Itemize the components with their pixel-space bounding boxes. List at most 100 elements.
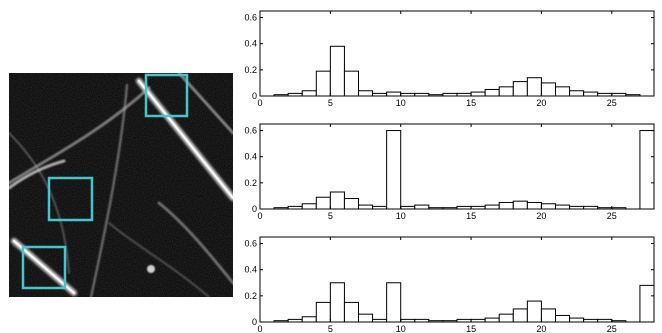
histogram-bar bbox=[512, 308, 528, 323]
histogram-panel-2: 0 5 10 15 20 25 0 0.2 0.4 0.6 bbox=[244, 123, 655, 221]
histogram-panel-1: 0 5 10 15 20 25 0 0.2 0.4 0.6 bbox=[244, 10, 655, 108]
histogram-bar bbox=[583, 205, 599, 210]
filament-lower-middle bbox=[108, 222, 210, 297]
filament-center-vertical bbox=[89, 83, 129, 297]
histogram-bar bbox=[470, 318, 486, 323]
x-tick-label: 25 bbox=[607, 324, 617, 333]
histogram-bar bbox=[329, 45, 345, 97]
histogram-bar bbox=[358, 313, 374, 323]
y-tick-label: 0.2 bbox=[244, 65, 257, 75]
histogram-bar bbox=[315, 301, 331, 323]
roi-boxes bbox=[21, 73, 189, 290]
bright-spot bbox=[147, 265, 155, 273]
histogram-bar bbox=[470, 205, 486, 210]
x-tick-label: 20 bbox=[536, 211, 546, 221]
y-tick-label: 0.2 bbox=[244, 178, 257, 188]
histogram-bar bbox=[512, 200, 528, 210]
histogram-bar bbox=[456, 318, 472, 323]
histogram-bar bbox=[400, 318, 416, 323]
y-tick-label: 0 bbox=[252, 317, 257, 327]
histogram-bar bbox=[611, 207, 627, 210]
histogram-bar bbox=[358, 90, 374, 97]
x-tick-label: 25 bbox=[607, 211, 617, 221]
histogram-bar bbox=[597, 318, 613, 323]
histogram-bar bbox=[287, 205, 303, 210]
histogram-bar bbox=[329, 282, 345, 323]
filament-left-bright bbox=[9, 159, 66, 190]
histogram-bar bbox=[484, 88, 500, 97]
filament-left-curve bbox=[9, 86, 151, 185]
x-tick-label: 0 bbox=[257, 211, 262, 221]
y-tick-label: 0.6 bbox=[244, 239, 257, 249]
histogram-bar bbox=[639, 284, 655, 323]
y-tick-label: 0.2 bbox=[244, 291, 257, 301]
histogram-bar bbox=[526, 300, 542, 323]
histogram-bar bbox=[583, 91, 599, 97]
histogram-bar bbox=[540, 308, 557, 323]
histogram-bar bbox=[442, 92, 458, 97]
histogram-bar bbox=[456, 205, 472, 210]
histogram-bar bbox=[273, 94, 289, 97]
histogram-bar bbox=[540, 82, 557, 97]
y-tick-label: 0.6 bbox=[244, 13, 257, 23]
histogram-bar bbox=[343, 198, 359, 210]
roi-box-middle bbox=[47, 176, 94, 222]
histogram-bar bbox=[414, 204, 430, 210]
histogram-bar bbox=[470, 91, 486, 97]
histogram-bar bbox=[400, 205, 416, 210]
histogram-bar bbox=[287, 318, 303, 323]
y-tick-label: 0 bbox=[252, 204, 257, 214]
x-tick-label: 15 bbox=[466, 98, 476, 108]
histogram-bar bbox=[442, 320, 458, 323]
histogram-bar bbox=[414, 92, 430, 97]
histogram-bar bbox=[315, 70, 331, 97]
x-tick-label: 0 bbox=[257, 98, 262, 108]
histogram-bar bbox=[428, 94, 444, 97]
histogram-bar bbox=[583, 318, 599, 323]
histogram-bar bbox=[428, 320, 444, 323]
plot-frame bbox=[259, 123, 655, 210]
histogram-bar bbox=[639, 130, 655, 210]
y-tick-label: 0.4 bbox=[244, 152, 257, 162]
x-tick-label: 15 bbox=[466, 211, 476, 221]
histogram-bar bbox=[498, 201, 514, 210]
x-tick-label: 10 bbox=[396, 98, 406, 108]
histogram-bar bbox=[301, 316, 317, 323]
histogram-bar bbox=[569, 205, 585, 210]
plot-frame bbox=[259, 236, 655, 323]
histogram-bar bbox=[442, 207, 458, 210]
histogram-bar bbox=[273, 320, 289, 323]
filament-bright-diagonal-core bbox=[138, 80, 233, 199]
histogram-bar bbox=[569, 317, 585, 323]
histogram-bar bbox=[526, 201, 542, 210]
x-tick-label: 15 bbox=[466, 324, 476, 333]
histogram-bar bbox=[555, 314, 571, 323]
histogram-panel-3: 0 5 10 15 20 25 0 0.2 0.4 0.6 bbox=[244, 236, 655, 333]
x-tick-label: 20 bbox=[536, 98, 546, 108]
histogram-bar bbox=[343, 70, 359, 97]
histogram-bar bbox=[358, 204, 374, 210]
histogram-bar bbox=[498, 86, 514, 97]
histogram-bar bbox=[372, 205, 388, 210]
histogram-bar bbox=[386, 282, 402, 323]
histogram-bar bbox=[484, 204, 500, 210]
histogram-bar bbox=[414, 318, 430, 323]
x-tick-label: 25 bbox=[607, 98, 617, 108]
histogram-bar bbox=[315, 196, 331, 210]
histogram-bar bbox=[526, 77, 542, 97]
y-tick-label: 0 bbox=[252, 91, 257, 101]
y-tick-label: 0.6 bbox=[244, 126, 257, 136]
histogram-bar bbox=[386, 130, 402, 210]
microscopy-image bbox=[9, 73, 233, 297]
x-tick-label: 20 bbox=[536, 324, 546, 333]
histogram-bar bbox=[343, 301, 359, 323]
y-tick-label: 0.4 bbox=[244, 39, 257, 49]
histogram-bar bbox=[386, 91, 402, 97]
x-tick-label: 0 bbox=[257, 324, 262, 333]
x-tick-label: 10 bbox=[396, 324, 406, 333]
roi-box-bottom-left bbox=[21, 245, 67, 290]
histogram-bar bbox=[611, 320, 627, 323]
histogram-bar bbox=[372, 318, 388, 323]
histogram-bar bbox=[555, 86, 571, 97]
histogram-bar bbox=[372, 92, 388, 97]
